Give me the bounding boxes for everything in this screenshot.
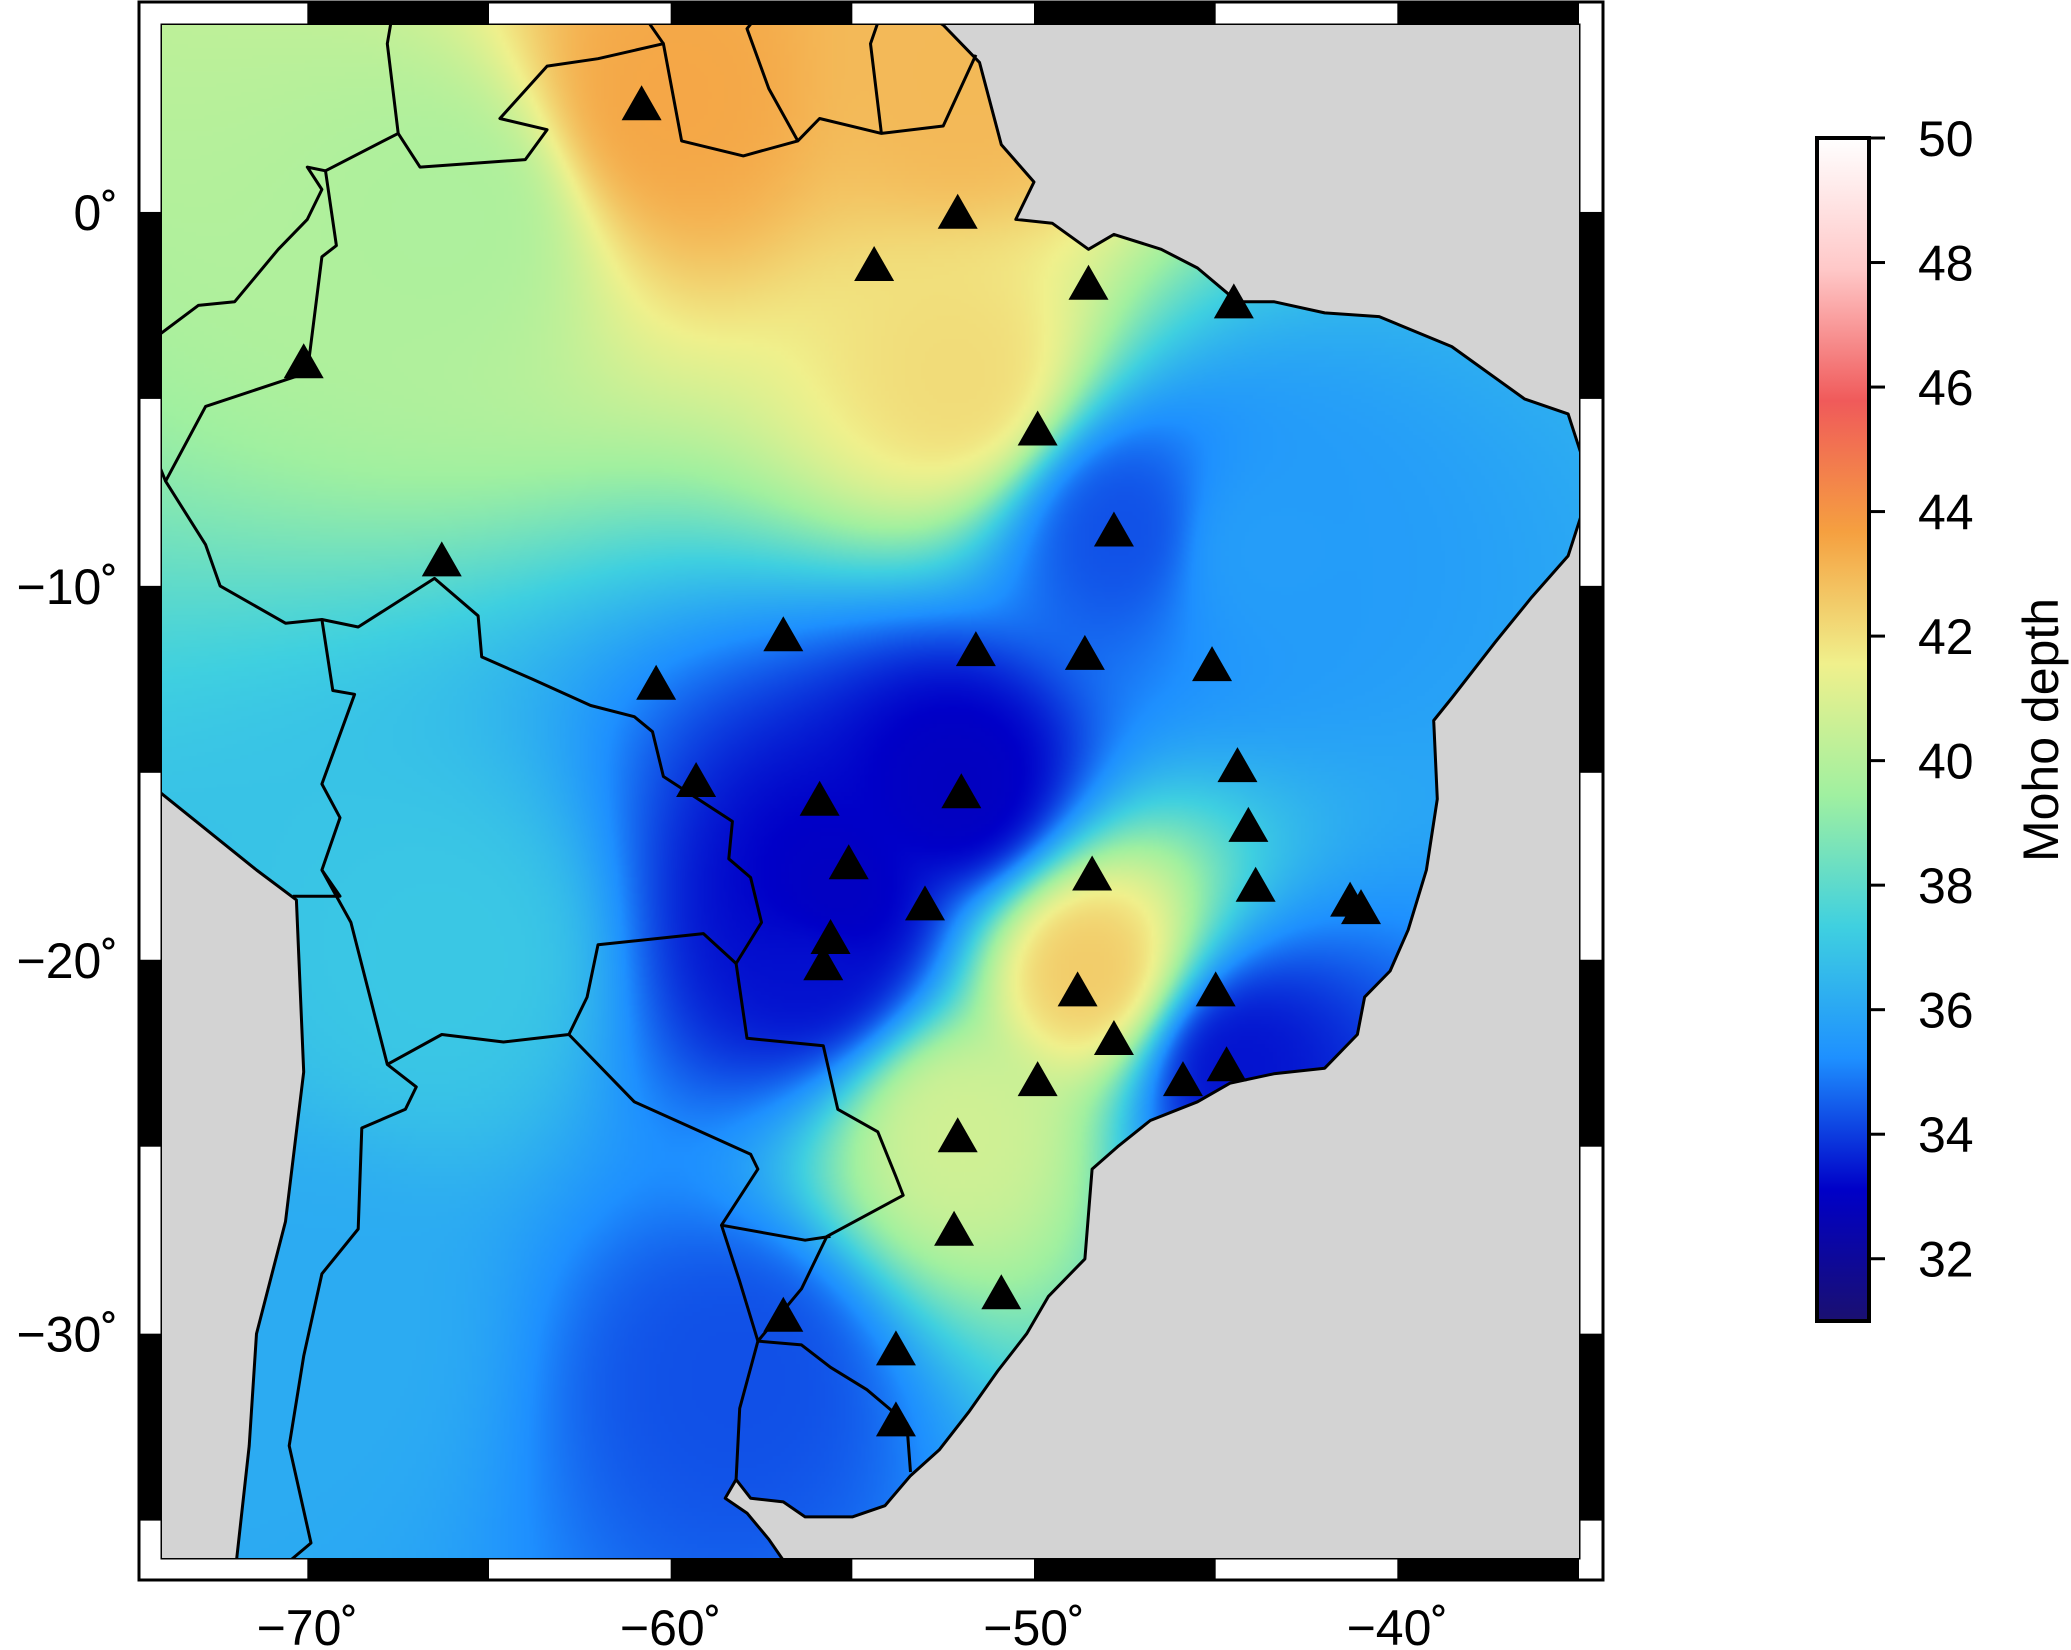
- colorbar-tick-label: 34: [1918, 1107, 1974, 1163]
- national-borders: [162, 25, 1579, 1558]
- station-triangle: [1195, 971, 1236, 1007]
- station-triangle: [875, 1401, 916, 1437]
- colorbar-title: Moho depth: [2013, 598, 2069, 862]
- station-triangle: [803, 945, 844, 981]
- border-line: [869, 25, 883, 134]
- border-line: [162, 165, 326, 335]
- station-triangle: [1213, 283, 1254, 319]
- border-line: [720, 1224, 760, 1480]
- station-triangle: [1228, 806, 1269, 842]
- border-line: [567, 1033, 831, 1242]
- x-tick-label: −50˚: [983, 1600, 1084, 1650]
- frame-tick-bar: [1579, 585, 1603, 773]
- frame-tick-bar: [1034, 1558, 1216, 1580]
- colorbar-scale: [1815, 136, 1871, 1323]
- station-triangle: [1341, 889, 1381, 925]
- colorbar-tick-label: 50: [1918, 111, 1974, 167]
- x-tick-label: −40˚: [1347, 1600, 1448, 1650]
- station-triangle: [854, 246, 895, 282]
- station-triangle: [937, 193, 978, 229]
- frame-tick-bar: [1579, 211, 1603, 399]
- station-triangle: [799, 780, 840, 816]
- station-triangle: [1162, 1061, 1203, 1097]
- map-frame-ticks: [139, 2, 1603, 1580]
- y-tick-label: −20˚: [17, 933, 118, 989]
- station-triangle: [763, 616, 804, 652]
- station-triangle: [1206, 1046, 1247, 1082]
- station-triangle: [810, 919, 851, 955]
- station-triangle: [955, 631, 996, 667]
- frame-tick-bar: [139, 1333, 162, 1521]
- station-triangle: [941, 773, 982, 809]
- station-triangle: [283, 343, 324, 379]
- frame-tick-bar: [307, 2, 489, 25]
- station-triangle: [1235, 866, 1276, 902]
- station-triangle: [1017, 410, 1058, 446]
- border-line: [386, 932, 738, 1066]
- station-triangle: [676, 762, 717, 798]
- y-tick-label: 0˚: [74, 185, 118, 241]
- station-triangle: [1064, 634, 1105, 670]
- station-triangle: [1017, 1061, 1058, 1097]
- colorbar-tick-label: 40: [1918, 734, 1974, 790]
- y-tick-label: −10˚: [17, 559, 118, 615]
- station-triangle: [621, 85, 662, 121]
- station-triangle: [1093, 511, 1134, 547]
- station-triangle: [1192, 646, 1233, 682]
- colorbar-tick-label: 32: [1918, 1232, 1974, 1288]
- colorbar-ticks: 32 34 36 38 40 42 44 46 48 50: [1869, 111, 1974, 1288]
- colorbar-tick-label: 36: [1918, 983, 1974, 1039]
- station-triangle: [875, 1330, 916, 1366]
- frame-tick-bar: [1397, 2, 1579, 25]
- frame-tick-bar: [1034, 2, 1216, 25]
- colorbar-tick-label: 48: [1918, 236, 1974, 292]
- colorbar-tick-label: 44: [1918, 485, 1974, 541]
- frame-tick-bar: [670, 1558, 853, 1580]
- frame-tick-bar: [139, 959, 162, 1147]
- border-line: [385, 25, 400, 134]
- frame-tick-bar: [139, 585, 162, 773]
- colorbar-tick-label: 42: [1918, 609, 1974, 665]
- border-line: [292, 619, 357, 898]
- station-triangle: [828, 844, 869, 880]
- y-axis-labels: 0˚ −10˚ −20˚ −30˚: [17, 185, 118, 1363]
- colorbar: 32 34 36 38 40 42 44 46 48 50 Moho depth: [1815, 111, 2069, 1323]
- station-triangle: [934, 1210, 975, 1246]
- station-triangle: [937, 1117, 978, 1153]
- border-line: [164, 42, 978, 1473]
- border-line: [648, 25, 665, 45]
- border-line: [745, 25, 800, 142]
- seismic-stations: [283, 85, 1381, 1437]
- y-tick-label: −30˚: [17, 1307, 118, 1363]
- frame-tick-bar: [1579, 1333, 1603, 1521]
- station-triangle: [905, 885, 945, 921]
- frame-tick-bar: [670, 2, 853, 25]
- frame-tick-bar: [307, 1558, 489, 1580]
- x-axis-labels: −70˚ −60˚ −50˚ −40˚: [257, 1600, 1448, 1650]
- station-triangle: [981, 1274, 1022, 1310]
- x-tick-label: −70˚: [257, 1600, 358, 1650]
- frame-tick-bar: [139, 211, 162, 399]
- x-tick-label: −60˚: [620, 1600, 721, 1650]
- border-line: [162, 25, 1579, 1558]
- frame-tick-bar: [1397, 1558, 1579, 1580]
- station-triangle: [636, 664, 677, 700]
- frame-tick-bar: [1579, 959, 1603, 1147]
- colorbar-tick-label: 46: [1918, 360, 1974, 416]
- station-triangle: [1093, 1020, 1134, 1056]
- station-triangle: [763, 1296, 804, 1332]
- station-triangle: [1068, 264, 1109, 300]
- station-triangle: [1057, 971, 1098, 1007]
- station-triangle: [421, 541, 462, 577]
- colorbar-tick-label: 38: [1918, 858, 1974, 914]
- border-line: [287, 869, 418, 1558]
- station-triangle: [1217, 747, 1258, 783]
- station-triangle: [1072, 855, 1113, 891]
